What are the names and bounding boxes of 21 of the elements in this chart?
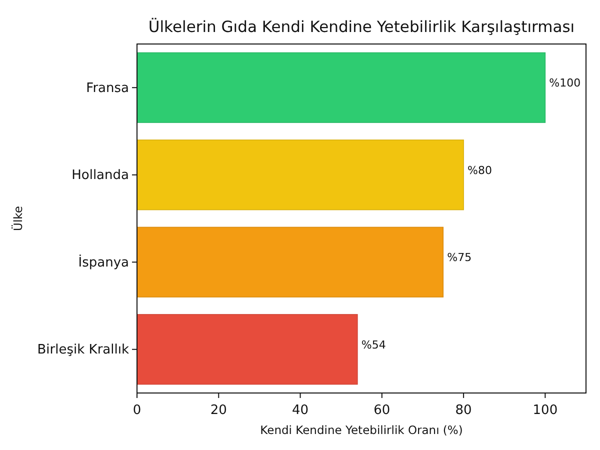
x-tick-label: 100 [532, 403, 558, 418]
y-tick-label: İspanya [78, 254, 129, 270]
x-tick-label: 80 [455, 403, 472, 418]
x-tick-label: 20 [210, 403, 227, 418]
x-tick-label: 60 [374, 403, 390, 418]
y-axis-title: Ülke [11, 206, 25, 231]
x-axis-title: Kendi Kendine Yetebilirlik Oranı (%) [260, 423, 463, 437]
data-label: %54 [361, 338, 386, 352]
y-tick-label: Birleşik Krallık [37, 342, 130, 358]
data-label: %75 [447, 251, 472, 264]
y-tick-label: Fransa [86, 80, 129, 96]
y-tick-label: Hollanda [72, 168, 129, 184]
bar [136, 140, 464, 210]
x-tick-label: 0 [132, 403, 142, 418]
bar [136, 52, 546, 123]
x-tick-label: 40 [292, 403, 309, 418]
chart-title: Ülkelerin Gıda Kendi Kendine Yetebilirlik Karşılaştırması [148, 17, 575, 36]
data-label: %100 [549, 76, 581, 90]
bar [136, 314, 358, 385]
bar [136, 226, 444, 298]
data-label: %80 [468, 164, 492, 177]
